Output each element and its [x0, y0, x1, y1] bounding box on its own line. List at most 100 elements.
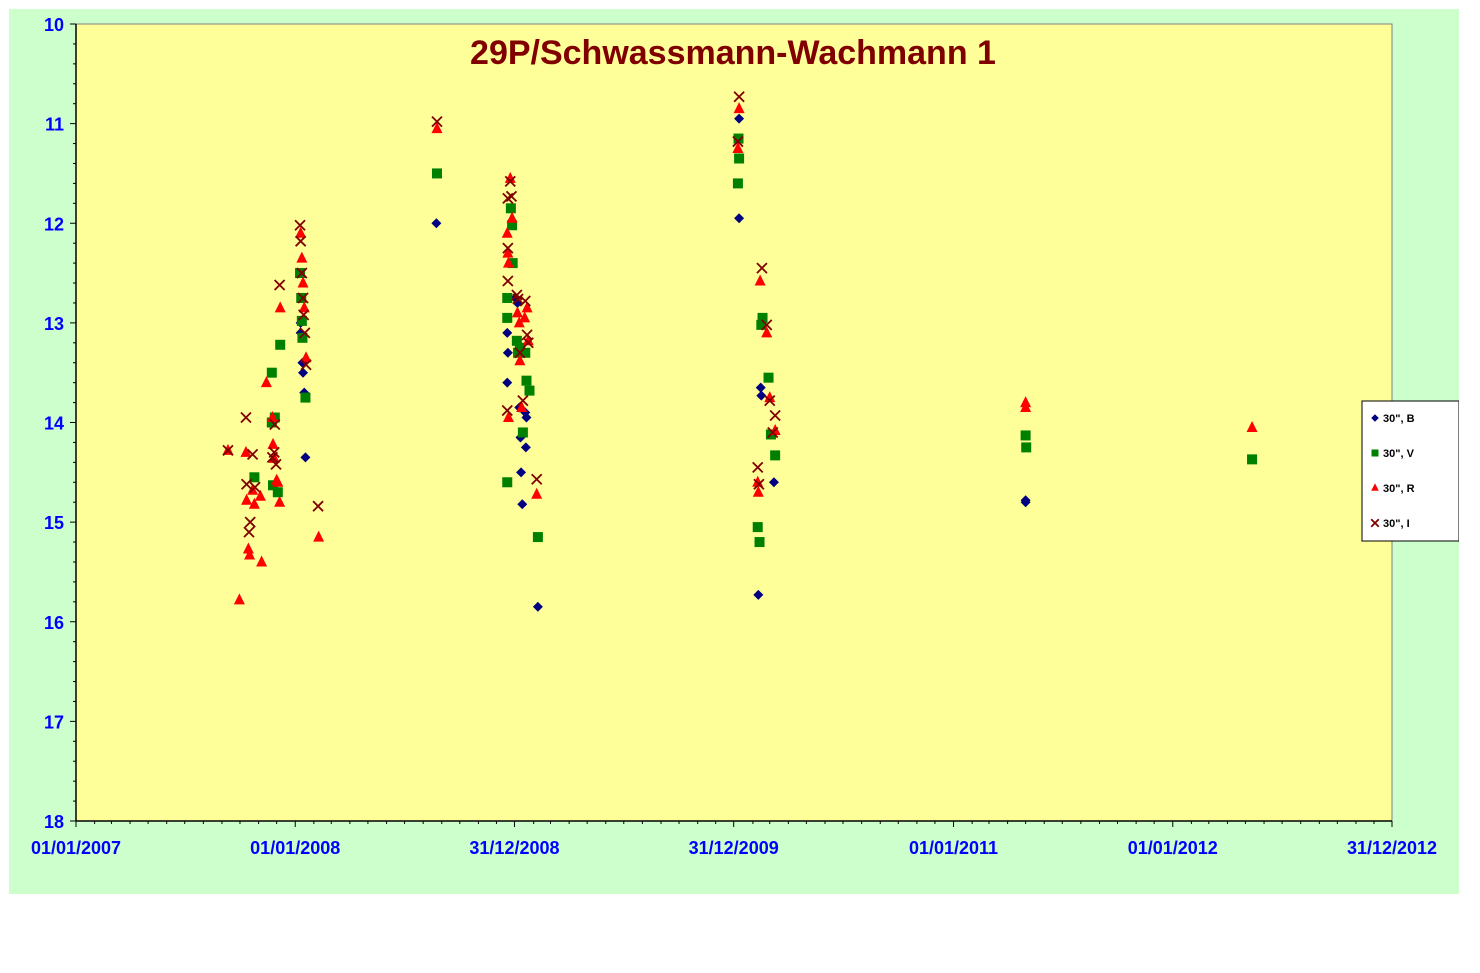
- data-point: [246, 448, 259, 461]
- data-point: [519, 311, 531, 323]
- data-point: [297, 332, 308, 343]
- data-point: [755, 382, 766, 393]
- data-point: [501, 226, 513, 238]
- data-point: [502, 275, 514, 287]
- y-tick-label: 18: [44, 812, 64, 832]
- data-point: [1020, 401, 1032, 413]
- data-point: [532, 601, 543, 612]
- data-point: [272, 475, 284, 487]
- data-point: [505, 190, 518, 202]
- data-point: [513, 316, 525, 328]
- data-point: [521, 375, 532, 386]
- data-point: [273, 279, 286, 291]
- data-point: [522, 337, 534, 349]
- plot-area: [75, 23, 1393, 822]
- data-point: [752, 475, 764, 487]
- data-point: [521, 301, 533, 313]
- data-point: [756, 390, 767, 401]
- data-points: [222, 91, 1258, 612]
- x-tick-label: 01/01/2011: [909, 838, 998, 858]
- data-point: [274, 301, 286, 313]
- data-point: [752, 522, 763, 533]
- data-point: [502, 242, 514, 254]
- data-point: [514, 342, 525, 353]
- data-point: [532, 532, 543, 543]
- data-point: [502, 327, 513, 338]
- data-point: [300, 452, 311, 463]
- data-point: [516, 401, 528, 413]
- data-point: [240, 445, 252, 457]
- legend: 30", B 30", V 30", R 30", I: [1361, 400, 1460, 542]
- data-point: [512, 293, 524, 305]
- data-point: [520, 347, 531, 358]
- legend-item: 30", B: [1371, 413, 1415, 425]
- data-point: [295, 226, 307, 238]
- data-point: [770, 450, 781, 461]
- data-point: [517, 394, 529, 407]
- data-point: [531, 473, 543, 485]
- x-tick-label: 01/01/2007: [31, 838, 121, 858]
- data-point: [254, 489, 266, 501]
- data-point: [1020, 430, 1031, 441]
- data-point: [248, 497, 260, 509]
- data-point: [761, 326, 773, 338]
- data-point: [502, 312, 513, 323]
- data-point: [1246, 420, 1258, 432]
- data-point: [514, 354, 526, 366]
- data-point: [734, 213, 745, 224]
- data-point: [763, 372, 774, 383]
- data-point: [298, 367, 309, 378]
- data-point: [517, 427, 528, 438]
- x-tick-label: 31/12/2008: [469, 838, 559, 858]
- data-point: [734, 113, 745, 124]
- data-point: [233, 593, 245, 605]
- data-point: [298, 301, 310, 313]
- data-point: [297, 276, 309, 288]
- data-point: [519, 295, 531, 307]
- data-point: [1247, 454, 1258, 465]
- data-point: [753, 478, 765, 490]
- legend-label: 30", I: [1383, 518, 1410, 530]
- data-point: [266, 411, 278, 423]
- y-tick-label: 12: [44, 214, 64, 234]
- data-point: [295, 268, 306, 279]
- legend-box: [1361, 400, 1460, 542]
- data-point: [732, 142, 744, 154]
- y-tick-label: 14: [44, 414, 64, 434]
- chart-title: 29P/Schwassmann-Wachmann 1: [470, 34, 996, 72]
- data-point: [296, 315, 307, 326]
- data-point: [275, 339, 286, 350]
- data-point: [520, 442, 531, 453]
- data-point: [249, 481, 261, 493]
- data-point: [222, 444, 234, 457]
- legend-label: 30", B: [1383, 413, 1415, 425]
- data-point: [272, 487, 283, 498]
- series-x: [222, 91, 781, 538]
- data-point: [768, 477, 779, 488]
- data-point: [270, 458, 282, 470]
- legend-label: 30", R: [1383, 483, 1415, 495]
- data-point: [1020, 495, 1031, 506]
- data-point: [297, 292, 309, 304]
- data-point: [505, 203, 516, 214]
- data-point: [268, 446, 280, 459]
- data-point: [431, 168, 442, 179]
- data-point: [752, 461, 764, 473]
- data-point: [294, 219, 306, 231]
- data-point: [300, 392, 311, 403]
- data-point: [769, 409, 781, 422]
- data-point: [753, 589, 764, 600]
- data-point: [240, 478, 253, 490]
- axes: 10 11 12 13 14 15 16 17 18 01/01/2007 01/01/2008 31…: [31, 15, 1437, 858]
- legend-item: 30", R: [1371, 483, 1415, 495]
- data-point: [521, 412, 532, 423]
- data-point: [298, 309, 310, 321]
- data-point: [732, 135, 744, 148]
- data-point: [504, 171, 516, 183]
- data-point: [260, 376, 272, 388]
- legend-marker: [1371, 414, 1379, 422]
- data-point: [243, 526, 255, 538]
- data-point: [514, 347, 526, 359]
- data-point: [295, 235, 307, 247]
- legend-label: 30", V: [1383, 448, 1415, 460]
